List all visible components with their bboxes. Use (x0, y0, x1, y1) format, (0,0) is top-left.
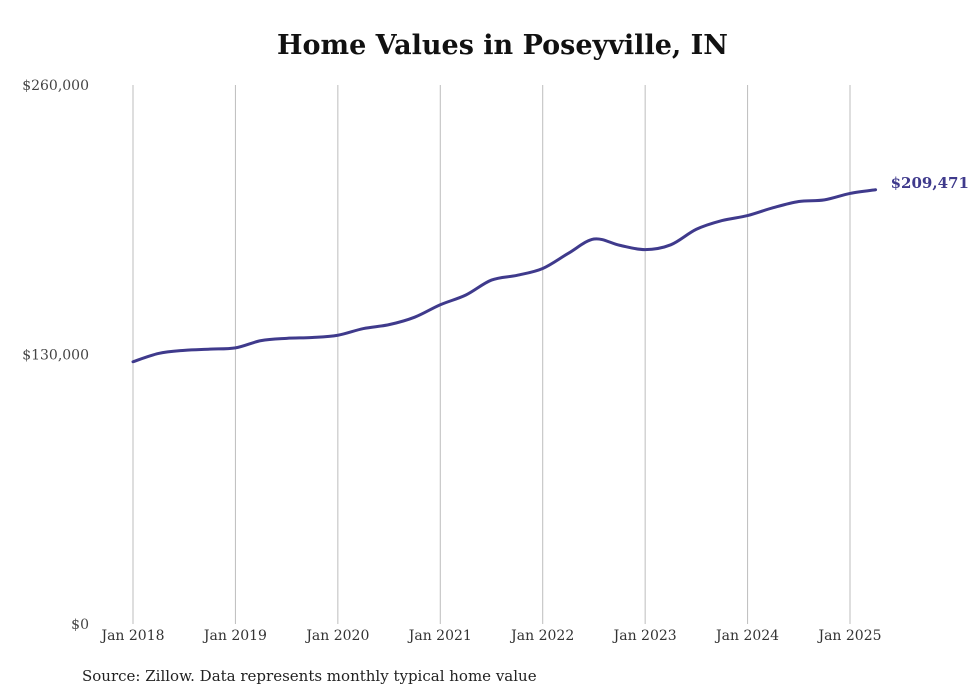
x-axis: Jan 2018 Jan 2019 Jan 2020 Jan 2021 Jan 2022… (99, 628, 881, 644)
y-tick-label: $260,000 (22, 78, 89, 94)
y-tick-label: $0 (71, 617, 89, 633)
series-line (131, 188, 878, 364)
y-axis: $0 $130,000 $260,000 (22, 78, 89, 633)
chart-title: Home Values in Poseyville, IN (277, 30, 728, 61)
y-tick-label: $130,000 (22, 348, 89, 364)
x-tick-label: Jan 2020 (304, 628, 369, 644)
x-tick-label: Jan 2019 (202, 628, 267, 644)
x-tick-label: Jan 2018 (99, 628, 164, 644)
x-tick-label: Jan 2025 (816, 628, 881, 644)
source-note: Source: Zillow. Data represents monthly … (82, 667, 537, 685)
x-tick-label: Jan 2021 (407, 628, 472, 644)
x-tick-label: Jan 2023 (612, 628, 677, 644)
x-tick-label: Jan 2024 (714, 628, 779, 644)
series-group: $209,471 (131, 174, 969, 364)
x-tick-label: Jan 2022 (509, 628, 574, 644)
end-value-label: $209,471 (891, 174, 969, 192)
grid-lines (132, 85, 851, 624)
